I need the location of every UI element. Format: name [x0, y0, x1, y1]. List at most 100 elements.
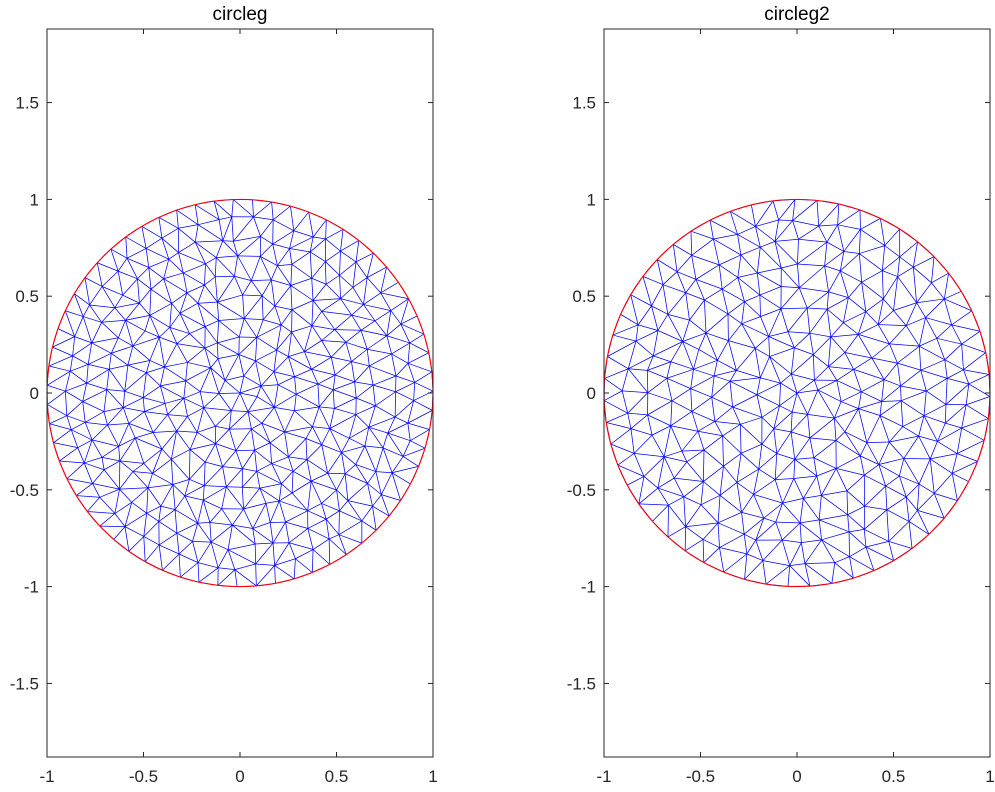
mesh-edge: [919, 345, 945, 361]
mesh-edge: [961, 427, 985, 441]
mesh-edge: [755, 200, 774, 227]
mesh-edge: [126, 248, 147, 259]
mesh-edge: [144, 411, 168, 415]
mesh-edge: [334, 374, 355, 383]
mesh-edge: [722, 435, 742, 454]
mesh-edge: [295, 558, 313, 573]
mesh-edge: [279, 500, 308, 512]
mesh-edge: [864, 505, 887, 511]
mesh-edge: [737, 226, 756, 235]
mesh-edge: [82, 304, 90, 317]
mesh-edge: [407, 342, 411, 364]
mesh-edge: [231, 216, 234, 242]
x-tick-label: -1: [596, 767, 611, 786]
mesh-edge: [944, 298, 972, 312]
mesh-edge: [164, 362, 188, 368]
mesh-edge: [304, 351, 312, 370]
mesh-edge: [161, 227, 179, 239]
mesh-edge: [352, 277, 368, 288]
mesh-edge: [363, 292, 381, 305]
mesh-edge: [117, 320, 126, 338]
mesh-edge: [937, 441, 958, 454]
mesh-edge: [114, 513, 126, 527]
mesh-edge: [723, 452, 742, 467]
mesh-edge: [386, 310, 392, 336]
mesh-edge: [676, 255, 692, 272]
mesh-edge: [413, 390, 434, 401]
mesh-edge: [885, 486, 888, 510]
mesh-edge: [340, 250, 357, 263]
mesh-edge: [295, 549, 314, 560]
mesh-edge: [917, 510, 945, 519]
mesh-edge: [835, 431, 846, 441]
mesh-edge: [239, 375, 245, 394]
mesh-edge: [799, 287, 829, 293]
mesh-edge: [46, 370, 71, 386]
mesh-edge: [187, 347, 206, 363]
mesh-edge: [612, 324, 639, 336]
mesh-edge: [638, 476, 645, 504]
mesh-edge: [331, 356, 352, 362]
mesh-edge: [714, 375, 731, 382]
mesh-edge: [354, 381, 357, 399]
mesh-edge: [835, 440, 861, 457]
mesh-edge: [410, 440, 426, 449]
mesh-edge: [122, 278, 138, 296]
mesh-edge: [274, 393, 297, 408]
mesh-edge: [307, 503, 322, 512]
mesh-edge: [158, 217, 163, 239]
mesh-edge: [355, 464, 368, 484]
mesh-edge: [804, 563, 833, 584]
mesh-edge: [242, 280, 252, 296]
mesh-edge: [88, 352, 112, 365]
mesh-edge: [375, 471, 393, 474]
mesh-edge: [307, 510, 327, 520]
mesh-edge: [818, 495, 822, 520]
mesh-edge: [341, 452, 346, 474]
mesh-edge: [391, 342, 410, 355]
mesh-edge: [638, 324, 659, 331]
mesh-edge: [277, 384, 297, 395]
mesh-edge: [903, 458, 920, 485]
mesh-edge: [736, 482, 742, 513]
mesh-edge: [916, 302, 926, 318]
mesh-edge: [89, 304, 115, 309]
mesh-edge: [859, 455, 865, 476]
mesh-edge: [711, 396, 733, 408]
mesh-edge: [114, 294, 124, 308]
mesh-edge: [363, 304, 376, 322]
mesh-edge: [227, 549, 256, 565]
mesh-edge: [218, 567, 235, 571]
mesh-edge: [395, 382, 415, 393]
mesh-edge: [145, 237, 163, 249]
mesh-edge: [798, 225, 819, 240]
mesh-edge: [723, 553, 748, 573]
mesh-edge: [799, 522, 822, 541]
mesh-edge: [272, 543, 275, 566]
mesh-edge: [657, 314, 669, 331]
mesh-edge: [124, 365, 129, 392]
mesh-edge: [368, 405, 376, 428]
mesh-edge: [325, 519, 330, 539]
mesh-edge: [189, 478, 205, 486]
mesh-edge: [364, 445, 377, 472]
mesh-edge: [47, 384, 66, 392]
mesh-edge: [685, 526, 704, 540]
mesh-edge: [187, 362, 211, 369]
mesh-edge: [753, 494, 765, 519]
mesh-edge: [858, 401, 882, 410]
mesh-edge: [698, 332, 707, 350]
mesh-edge: [741, 316, 761, 325]
mesh-edge: [905, 496, 918, 511]
mesh-edge: [329, 414, 357, 429]
mesh-edge: [693, 368, 715, 377]
mesh-edge: [792, 220, 819, 227]
mesh-edge: [879, 401, 882, 416]
mesh-edge: [732, 406, 741, 425]
mesh-edge: [103, 407, 124, 412]
mesh-edge: [84, 456, 103, 464]
mesh-edge: [782, 497, 804, 504]
mesh-edge: [222, 216, 233, 241]
mesh-edge: [916, 298, 945, 304]
mesh-edge: [70, 364, 89, 372]
